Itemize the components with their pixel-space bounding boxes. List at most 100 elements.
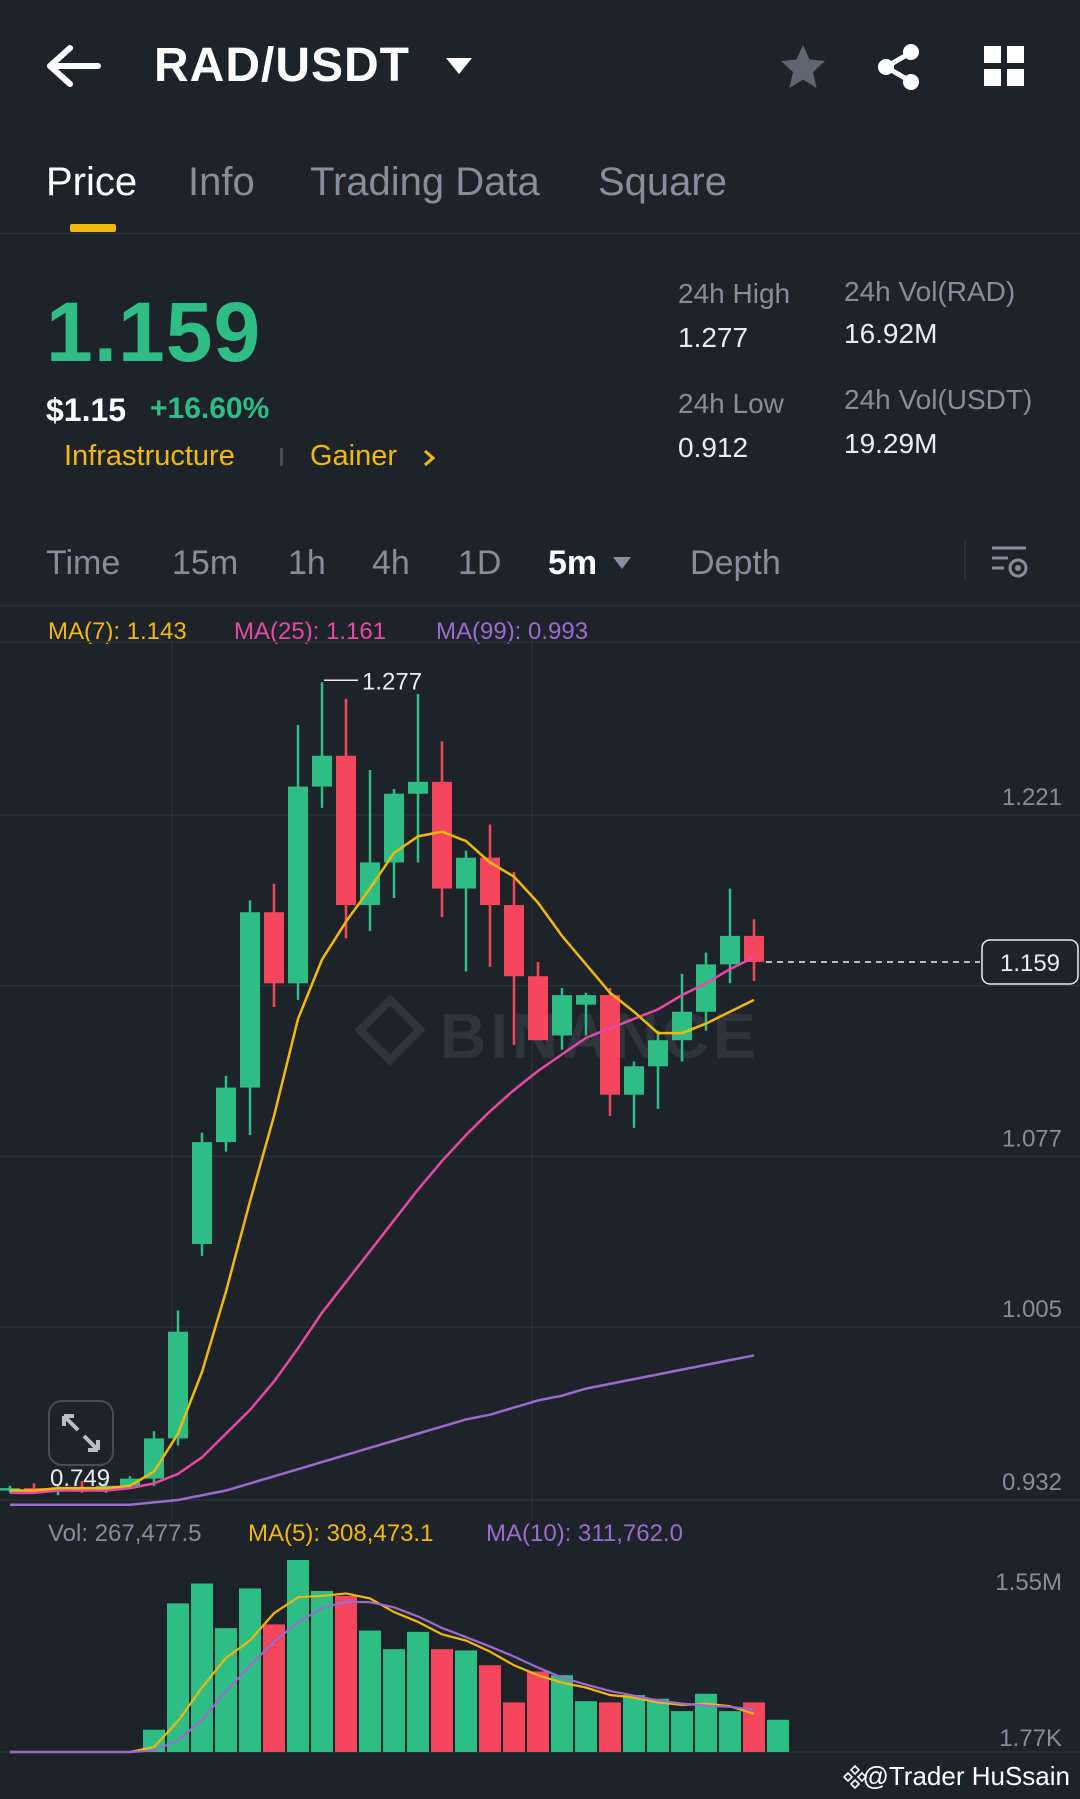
ma7-legend: MA(7): 1.143 xyxy=(48,618,187,645)
interval-depth[interactable]: Depth xyxy=(690,544,781,582)
ma25-legend: MA(25): 1.161 xyxy=(234,618,387,645)
usd-price: $1.15 xyxy=(46,392,127,428)
grid-icon[interactable] xyxy=(982,44,1026,88)
volume-bar xyxy=(191,1583,213,1752)
candle-down xyxy=(600,995,620,1095)
tab-info[interactable]: Info xyxy=(188,160,255,204)
volume-bar xyxy=(623,1695,645,1752)
price-change-percent: +16.60% xyxy=(150,392,270,425)
volume-bar xyxy=(479,1665,501,1752)
stat-24h-vol-quote-label: 24h Vol(USDT) xyxy=(844,384,1033,415)
chevron-right-icon[interactable] xyxy=(422,448,436,468)
binance-watermark-icon xyxy=(354,994,426,1066)
interval-1h[interactable]: 1h xyxy=(288,544,326,582)
interval-time[interactable]: Time xyxy=(46,544,121,582)
volume-bar xyxy=(767,1719,789,1752)
main-tabs: Price Info Trading Data Square xyxy=(0,150,1080,234)
volume-bar xyxy=(143,1729,165,1752)
candle-up xyxy=(552,995,572,1036)
volume-bar xyxy=(527,1671,549,1752)
expand-icon xyxy=(62,1414,100,1452)
tag-divider xyxy=(280,448,283,466)
candle-up xyxy=(384,793,404,863)
candle-down xyxy=(264,912,284,984)
volume-tick-label: 1.77K xyxy=(999,1725,1062,1752)
ma99-legend: MA(99): 0.993 xyxy=(436,618,589,645)
binance-watermark: BINANCE xyxy=(440,1000,760,1072)
stat-24h-low-value: 0.912 xyxy=(678,432,749,463)
candle-up xyxy=(648,1040,668,1067)
volume-bar xyxy=(383,1649,405,1752)
stat-24h-low-label: 24h Low xyxy=(678,388,784,419)
candle-down xyxy=(336,755,356,906)
volume-bar xyxy=(359,1630,381,1752)
volume-bar xyxy=(311,1590,333,1752)
y-tick-label: 1.077 xyxy=(1002,1125,1062,1152)
interval-divider xyxy=(964,540,966,580)
volume-bar xyxy=(647,1698,669,1752)
candle-up xyxy=(408,781,428,794)
candle-up xyxy=(168,1331,188,1439)
tab-square[interactable]: Square xyxy=(598,160,727,204)
stat-24h-high-label: 24h High xyxy=(678,278,791,309)
volume-bar xyxy=(551,1675,573,1752)
candle-up xyxy=(240,912,260,1088)
candle-down xyxy=(432,781,452,889)
stat-24h-vol-base-label: 24h Vol(RAD) xyxy=(844,276,1016,307)
low-annotation-label: 0.749 xyxy=(50,1465,110,1492)
candle-up xyxy=(192,1142,212,1245)
share-icon[interactable] xyxy=(874,42,924,92)
active-tab-indicator xyxy=(70,224,116,232)
candle-down xyxy=(480,857,500,906)
candle-up xyxy=(624,1066,644,1095)
volume-tick-label: 1.55M xyxy=(995,1569,1062,1596)
last-price: 1.159 xyxy=(46,285,262,379)
tag-gainer[interactable]: Gainer xyxy=(310,440,398,472)
volume-bar xyxy=(503,1702,525,1752)
volume-ma5-legend: MA(5): 308,473.1 xyxy=(248,1520,434,1547)
interval-15m[interactable]: 15m xyxy=(172,544,239,582)
caret-down-icon[interactable] xyxy=(444,56,474,76)
candle-up xyxy=(696,964,716,1012)
volume-bar xyxy=(239,1588,261,1752)
caret-down-icon[interactable] xyxy=(612,556,632,570)
volume-bar xyxy=(695,1693,717,1752)
pair-title[interactable]: RAD/USDT xyxy=(154,39,410,92)
candle-up xyxy=(720,935,740,965)
ma99-line xyxy=(10,1354,755,1506)
star-icon[interactable] xyxy=(778,42,828,92)
ma25-line xyxy=(10,956,755,1495)
interval-4h[interactable]: 4h xyxy=(372,544,410,582)
interval-bar: Time 15m 1h 4h 1D 5m Depth xyxy=(0,530,1080,606)
candle-down xyxy=(504,905,524,977)
tag-infrastructure[interactable]: Infrastructure xyxy=(64,440,235,472)
stat-24h-vol-base-value: 16.92M xyxy=(844,318,938,349)
candle-up xyxy=(672,1011,692,1041)
volume-bar xyxy=(287,1560,309,1752)
binance-logo-icon xyxy=(842,1764,868,1790)
volume-ma10-line xyxy=(10,1600,755,1754)
volume-bar xyxy=(431,1649,453,1752)
tab-price[interactable]: Price xyxy=(46,160,138,204)
current-price-label: 1.159 xyxy=(1000,950,1060,977)
volume-bar xyxy=(719,1711,741,1752)
candle-up xyxy=(120,1478,140,1486)
high-annotation-label: 1.277 xyxy=(362,668,422,695)
chart-settings-icon[interactable] xyxy=(988,540,1030,582)
y-tick-label: 1.005 xyxy=(1002,1296,1062,1323)
expand-chart-button[interactable] xyxy=(48,1400,114,1466)
interval-5m[interactable]: 5m xyxy=(548,544,598,582)
y-tick-label: 0.932 xyxy=(1002,1469,1062,1496)
tab-trading-data[interactable]: Trading Data xyxy=(310,160,540,204)
volume-legend: Vol: 267,477.5 xyxy=(48,1520,202,1547)
volume-bar xyxy=(743,1702,765,1752)
ma7-line xyxy=(10,830,755,1492)
candle-up xyxy=(576,995,596,1005)
volume-bar xyxy=(407,1631,429,1752)
interval-1d[interactable]: 1D xyxy=(458,544,502,582)
back-arrow-icon[interactable] xyxy=(44,40,104,92)
candle-down xyxy=(744,935,764,962)
author-watermark: @Trader HuSsain xyxy=(862,1761,1070,1791)
